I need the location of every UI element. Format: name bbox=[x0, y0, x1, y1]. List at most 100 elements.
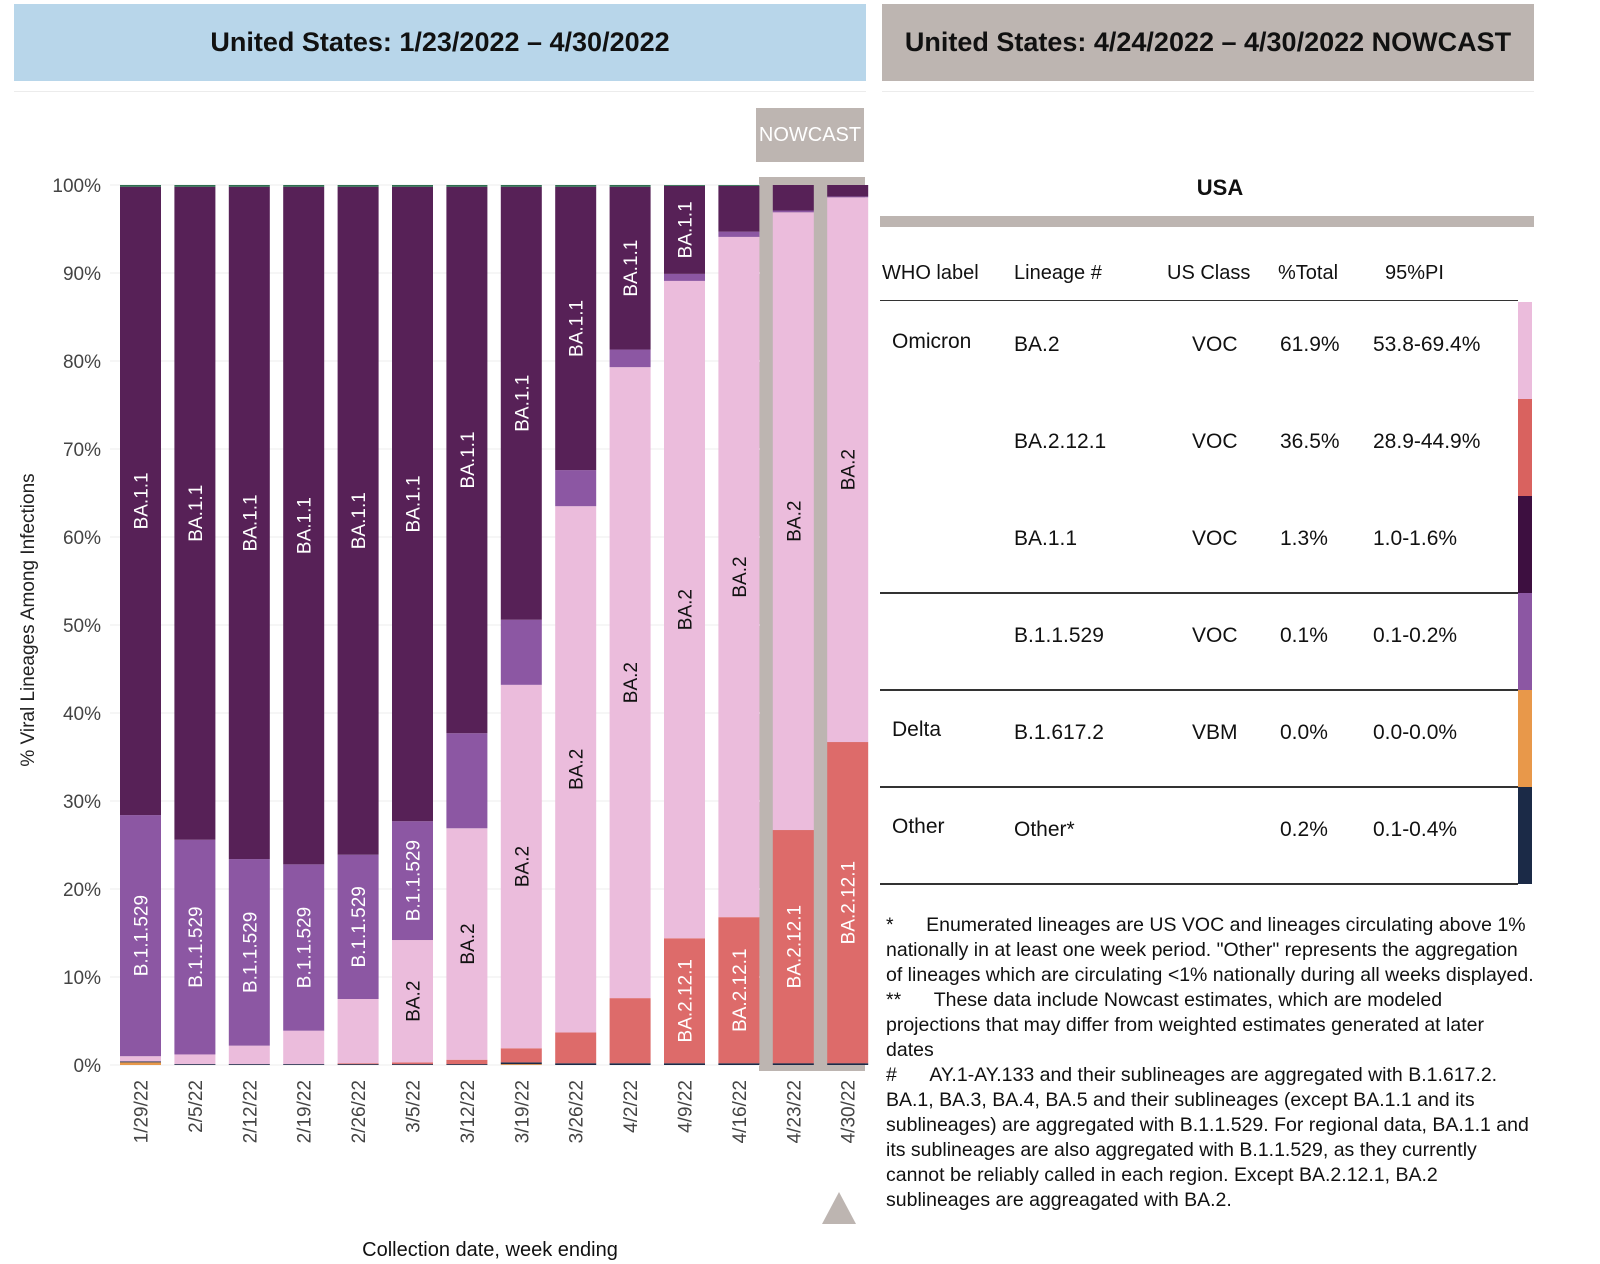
percent-total: 0.2% bbox=[1280, 818, 1328, 841]
bar-segment-other-top- bbox=[609, 185, 651, 187]
bar-label: BA.2.12.1 bbox=[730, 948, 751, 1031]
x-tick-label: 3/5/22 bbox=[404, 1080, 425, 1133]
lineage-name: BA.1.1 bbox=[1014, 527, 1078, 550]
lineage-name: B.1.1.529 bbox=[1014, 624, 1104, 647]
bar-label: BA.1.1 bbox=[240, 494, 261, 551]
bar-label: B.1.1.529 bbox=[295, 907, 316, 988]
bar-segment-other-top- bbox=[120, 185, 161, 187]
bar-label: BA.2 bbox=[458, 923, 479, 964]
bar-segment-ba-1-1 bbox=[392, 186, 433, 822]
table-group-separator bbox=[880, 689, 1518, 691]
footnote-2: ** These data include Nowcast estimates,… bbox=[886, 988, 1536, 1063]
us-class: VOC bbox=[1192, 527, 1238, 550]
bar-label: BA.1.1 bbox=[349, 492, 370, 549]
x-tick-label: 4/16/22 bbox=[730, 1080, 751, 1143]
us-class: VOC bbox=[1192, 430, 1238, 453]
y-tick-label: 0% bbox=[74, 1056, 102, 1077]
bar-segment-b-1-1-529 bbox=[555, 470, 597, 507]
who-label: Omicron bbox=[892, 330, 972, 353]
y-axis-label: % Viral Lineages Among Infections bbox=[18, 473, 39, 766]
x-tick-label: 2/12/22 bbox=[240, 1080, 261, 1143]
header-divider-right bbox=[882, 91, 1534, 92]
bar-segment-b-1-1-529 bbox=[500, 619, 542, 685]
bar-segment-other bbox=[555, 1063, 597, 1065]
bar-segment-ba-2-12-1 bbox=[446, 1059, 488, 1065]
footnote-1: * Enumerated lineages are US VOC and lin… bbox=[886, 913, 1536, 988]
bar-segment-other-top- bbox=[664, 185, 705, 186]
bar-segment-ba-2 bbox=[120, 1056, 161, 1062]
bar-segment-ba-1-1 bbox=[337, 186, 379, 855]
us-class: VBM bbox=[1192, 721, 1238, 744]
x-axis-ticks: 1/29/22 2/5/22 2/12/22 2/19/22 2/26/22 3/5/22… bbox=[132, 1080, 860, 1143]
bar-segment-ba-1-1 bbox=[772, 185, 814, 211]
prediction-interval: 0.1-0.2% bbox=[1373, 624, 1458, 647]
footnote-text: These data include Nowcast estimates, wh… bbox=[886, 989, 1484, 1061]
who-label: Other bbox=[892, 815, 945, 838]
left-panel-header: United States: 1/23/2022 – 4/30/2022 bbox=[14, 4, 866, 81]
lineage-color-swatch bbox=[1518, 302, 1532, 399]
x-tick-label: 1/29/22 bbox=[132, 1080, 153, 1143]
bar-label: BA.2.12.1 bbox=[784, 905, 805, 988]
bar-segment-other-top- bbox=[228, 185, 270, 187]
y-tick-label: 30% bbox=[63, 792, 101, 813]
prediction-interval: 53.8-69.4% bbox=[1373, 333, 1481, 356]
bar-segment-ba-2-12-1 bbox=[664, 938, 705, 1064]
bar-segment-other-top- bbox=[718, 185, 760, 186]
y-tick-label: 70% bbox=[63, 440, 101, 461]
header-divider-left bbox=[14, 91, 866, 92]
bar-segment-other bbox=[337, 1064, 379, 1065]
bar-segment-b-1-1-529 bbox=[827, 196, 869, 198]
bar-segment-other bbox=[174, 1064, 216, 1065]
who-label: Delta bbox=[892, 718, 942, 741]
bar-label: BA.1.1 bbox=[404, 475, 425, 532]
x-tick-label: 2/19/22 bbox=[295, 1080, 316, 1143]
table-group-separator bbox=[880, 786, 1518, 788]
lineage-name: BA.2.12.1 bbox=[1014, 430, 1107, 453]
x-tick-label: 2/26/22 bbox=[349, 1080, 370, 1143]
bar-segment-other bbox=[446, 1064, 488, 1065]
bar-segment-ba-1-1 bbox=[500, 186, 542, 620]
table-bottom-rule bbox=[880, 883, 1518, 885]
x-tick-label: 4/23/22 bbox=[784, 1080, 805, 1143]
x-tick-label: 4/2/22 bbox=[621, 1080, 642, 1133]
lineage-color-swatch bbox=[1518, 787, 1532, 884]
bar-segment-ba-2 bbox=[609, 367, 651, 999]
bar-segment-ba-2-12-1 bbox=[500, 1048, 542, 1063]
bar-segment-ba-2-12-1 bbox=[555, 1032, 597, 1064]
lineage-name: Other* bbox=[1014, 818, 1075, 841]
bar-segment-ba-2-12-1 bbox=[772, 830, 814, 1064]
bar-segment-other bbox=[609, 1063, 651, 1065]
bar-segment-b-1-1-529 bbox=[664, 273, 705, 281]
bar-segment-ba-1-1 bbox=[664, 185, 705, 274]
bar-label: BA.1.1 bbox=[567, 300, 588, 357]
prediction-interval: 1.0-1.6% bbox=[1373, 527, 1458, 550]
bar-segment-ba-2 bbox=[500, 684, 542, 1049]
right-panel-header: United States: 4/24/2022 – 4/30/2022 NOW… bbox=[882, 4, 1534, 81]
bar-segment-ba-2 bbox=[174, 1054, 216, 1065]
bar-segment-ba-2-12-1 bbox=[337, 1063, 379, 1065]
footnotes: * Enumerated lineages are US VOC and lin… bbox=[886, 913, 1536, 1213]
percent-total: 61.9% bbox=[1280, 333, 1340, 356]
bar-labels: BA.1.1 BA.1.1 BA.1.1 BA.1.1 BA.1.1 BA.1.1 BA.1… bbox=[132, 201, 860, 1042]
lineage-color-swatch bbox=[1518, 399, 1532, 496]
x-tick-label: 3/19/22 bbox=[512, 1080, 533, 1143]
percent-total: 0.1% bbox=[1280, 624, 1328, 647]
table-title: USA bbox=[1196, 175, 1244, 200]
bar-segment-other-top- bbox=[283, 185, 325, 187]
y-tick-label: 10% bbox=[63, 968, 101, 989]
bar-segment-other-top- bbox=[337, 185, 379, 187]
bar-segment-ba-2-12-1 bbox=[718, 917, 760, 1064]
bar-segment-ba-2 bbox=[664, 280, 705, 939]
bar-segment-other bbox=[664, 1063, 705, 1065]
footnote-mark: ** bbox=[886, 989, 902, 1011]
bar-label: BA.2 bbox=[839, 449, 860, 490]
bar-label: B.1.1.529 bbox=[240, 912, 261, 993]
prediction-interval: 0.0-0.0% bbox=[1373, 721, 1458, 744]
bar-segment-other bbox=[827, 1063, 869, 1065]
lineage-name: BA.2 bbox=[1014, 333, 1060, 356]
bar-label: BA.2 bbox=[512, 846, 533, 887]
bar-label: BA.2 bbox=[784, 501, 805, 542]
bar-segment-ba-1-1 bbox=[827, 185, 869, 197]
bar-segment-b-1-1-529 bbox=[283, 864, 325, 1031]
y-tick-label: 40% bbox=[63, 704, 101, 725]
